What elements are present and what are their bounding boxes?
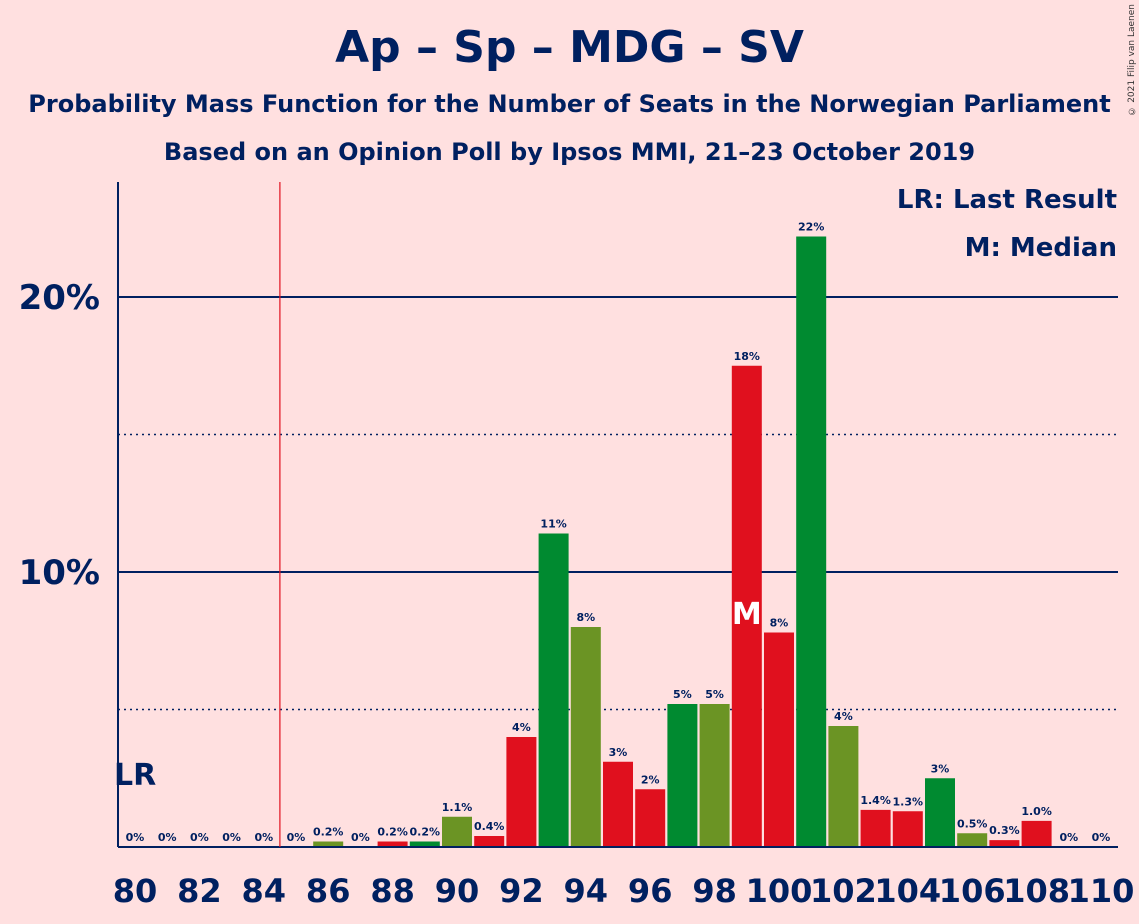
x-tick-label: 82 bbox=[177, 872, 222, 910]
bar bbox=[377, 841, 408, 847]
data-label: 5% bbox=[705, 688, 724, 701]
bar bbox=[442, 816, 472, 847]
bar bbox=[474, 836, 505, 847]
x-tick-label: 84 bbox=[242, 872, 287, 910]
data-label: 0% bbox=[1059, 831, 1078, 844]
bar bbox=[860, 809, 891, 847]
bar bbox=[957, 833, 988, 847]
x-tick-label: 104 bbox=[874, 872, 941, 910]
x-tick-label: 80 bbox=[113, 872, 158, 910]
data-label: 1.4% bbox=[860, 794, 891, 807]
data-label: 0.5% bbox=[957, 817, 988, 830]
x-tick-label: 110 bbox=[1068, 872, 1135, 910]
data-label: 0.2% bbox=[377, 826, 408, 839]
bar bbox=[892, 811, 923, 847]
x-tick-label: 108 bbox=[1003, 872, 1070, 910]
bar bbox=[925, 778, 955, 847]
y-tick-label: 20% bbox=[19, 278, 100, 318]
x-tick-label: 100 bbox=[746, 872, 813, 910]
chart-subtitle: Probability Mass Function for the Number… bbox=[28, 90, 1111, 118]
data-label: 4% bbox=[512, 721, 531, 734]
data-label: 0% bbox=[158, 831, 177, 844]
x-tick-label: 88 bbox=[370, 872, 415, 910]
data-label: 3% bbox=[609, 746, 628, 759]
legend-last-result: LR: Last Result bbox=[896, 185, 1117, 215]
data-label: 18% bbox=[734, 350, 760, 363]
legend-median: M: Median bbox=[964, 233, 1117, 263]
bar bbox=[667, 704, 698, 847]
last-result-marker: LR bbox=[114, 758, 156, 793]
data-label: 8% bbox=[770, 617, 789, 630]
chart-source: Based on an Opinion Poll by Ipsos MMI, 2… bbox=[163, 138, 976, 166]
bar bbox=[635, 789, 666, 847]
bar bbox=[828, 726, 859, 847]
data-label: 0% bbox=[287, 831, 306, 844]
data-label: 5% bbox=[673, 688, 692, 701]
x-tick-label: 92 bbox=[499, 872, 544, 910]
data-label: 1.0% bbox=[1021, 805, 1052, 818]
data-label: 0.4% bbox=[474, 820, 505, 833]
bar bbox=[313, 841, 344, 847]
data-label: 0% bbox=[190, 831, 209, 844]
x-tick-label: 94 bbox=[564, 872, 609, 910]
x-tick-label: 90 bbox=[435, 872, 480, 910]
data-label: 2% bbox=[641, 773, 660, 786]
data-label: 0% bbox=[1092, 831, 1111, 844]
bar bbox=[699, 704, 730, 847]
data-label: 0.3% bbox=[989, 824, 1020, 837]
data-label: 0% bbox=[222, 831, 241, 844]
data-label: 11% bbox=[540, 518, 566, 531]
data-label: 0.2% bbox=[313, 826, 344, 839]
x-tick-label: 86 bbox=[306, 872, 351, 910]
data-label: 22% bbox=[798, 221, 824, 234]
data-label: 0% bbox=[126, 831, 145, 844]
bar bbox=[764, 632, 794, 847]
data-label: 0% bbox=[254, 831, 273, 844]
bar bbox=[409, 841, 440, 847]
data-label: 0% bbox=[351, 831, 370, 844]
bar bbox=[1021, 820, 1052, 847]
x-tick-label: 106 bbox=[939, 872, 1006, 910]
bar bbox=[570, 627, 601, 847]
x-tick-label: 96 bbox=[628, 872, 673, 910]
bar bbox=[731, 365, 762, 847]
x-tick-label: 102 bbox=[810, 872, 877, 910]
data-label: 4% bbox=[834, 710, 853, 723]
data-label: 3% bbox=[931, 762, 950, 775]
chart-title: Ap – Sp – MDG – SV bbox=[335, 22, 804, 73]
bar bbox=[989, 840, 1020, 847]
data-label: 0.2% bbox=[410, 826, 441, 839]
bar bbox=[538, 533, 569, 847]
bar bbox=[603, 761, 633, 847]
x-tick-label: 98 bbox=[692, 872, 737, 910]
data-label: 1.1% bbox=[442, 801, 473, 814]
median-marker: M bbox=[732, 597, 762, 632]
data-label: 8% bbox=[576, 611, 595, 624]
data-label: 1.3% bbox=[893, 795, 924, 808]
bar bbox=[796, 236, 827, 847]
bar bbox=[506, 737, 537, 847]
y-tick-label: 10% bbox=[19, 553, 100, 593]
